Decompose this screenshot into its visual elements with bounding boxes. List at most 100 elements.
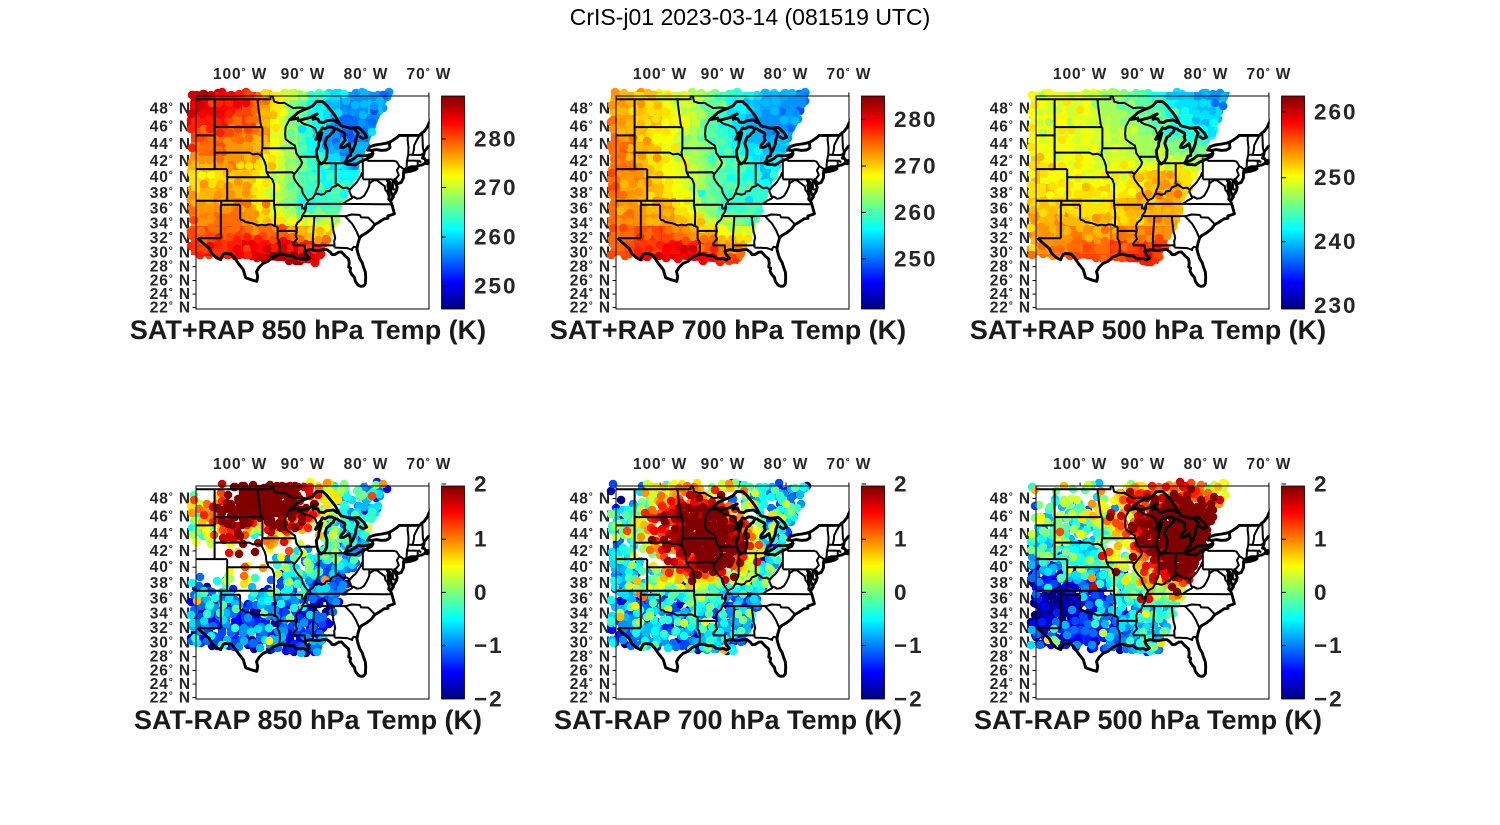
svg-text:36° N: 36° N [990,591,1031,608]
svg-text:40° N: 40° N [570,169,611,186]
svg-text:34° N: 34° N [570,606,611,623]
svg-text:36° N: 36° N [990,201,1031,218]
svg-text:−1: −1 [1314,633,1344,658]
svg-text:240: 240 [1314,229,1358,254]
svg-text:100° W: 100° W [1053,66,1107,83]
svg-text:28° N: 28° N [990,259,1031,276]
svg-text:44° N: 44° N [150,526,191,543]
svg-text:24° N: 24° N [150,286,191,303]
svg-text:36° N: 36° N [150,201,191,218]
svg-text:42° N: 42° N [150,153,191,170]
svg-text:32° N: 32° N [570,620,611,637]
svg-text:48° N: 48° N [570,491,611,508]
svg-text:26° N: 26° N [570,273,611,290]
svg-text:36° N: 36° N [150,591,191,608]
svg-text:28° N: 28° N [150,649,191,666]
svg-text:80° W: 80° W [344,66,389,83]
svg-text:24° N: 24° N [150,676,191,693]
svg-text:−2: −2 [1314,686,1344,711]
svg-text:90° W: 90° W [701,456,746,473]
svg-text:90° W: 90° W [281,66,326,83]
svg-text:38° N: 38° N [990,185,1031,202]
svg-text:26° N: 26° N [990,273,1031,290]
svg-text:70° W: 70° W [1247,66,1292,83]
svg-text:100° W: 100° W [633,456,687,473]
svg-text:250: 250 [474,274,518,299]
svg-text:260: 260 [474,225,518,250]
svg-text:90° W: 90° W [1121,456,1166,473]
svg-text:32° N: 32° N [150,230,191,247]
svg-text:100° W: 100° W [213,66,267,83]
svg-text:90° W: 90° W [1121,66,1166,83]
svg-text:38° N: 38° N [570,185,611,202]
svg-text:38° N: 38° N [990,575,1031,592]
svg-text:30° N: 30° N [150,245,191,262]
svg-text:44° N: 44° N [570,136,611,153]
svg-text:70° W: 70° W [1247,456,1292,473]
svg-text:1: 1 [1314,527,1329,552]
svg-text:44° N: 44° N [570,526,611,543]
svg-text:48° N: 48° N [990,491,1031,508]
svg-text:32° N: 32° N [150,620,191,637]
svg-text:80° W: 80° W [344,456,389,473]
svg-text:46° N: 46° N [150,119,191,136]
svg-text:44° N: 44° N [990,526,1031,543]
svg-text:26° N: 26° N [990,663,1031,680]
svg-text:44° N: 44° N [150,136,191,153]
svg-text:46° N: 46° N [150,509,191,526]
svg-text:90° W: 90° W [281,456,326,473]
svg-text:90° W: 90° W [701,66,746,83]
svg-text:42° N: 42° N [990,543,1031,560]
svg-text:28° N: 28° N [570,259,611,276]
svg-text:24° N: 24° N [990,286,1031,303]
svg-text:34° N: 34° N [150,216,191,233]
svg-text:22° N: 22° N [990,300,1031,317]
svg-text:70° W: 70° W [827,456,872,473]
svg-text:0: 0 [1314,580,1329,605]
svg-text:46° N: 46° N [990,119,1031,136]
svg-text:48° N: 48° N [150,101,191,118]
svg-text:1: 1 [474,527,489,552]
svg-text:32° N: 32° N [990,620,1031,637]
svg-text:40° N: 40° N [990,559,1031,576]
svg-text:280: 280 [894,107,938,132]
svg-text:80° W: 80° W [1184,66,1229,83]
svg-text:34° N: 34° N [990,216,1031,233]
svg-text:32° N: 32° N [990,230,1031,247]
svg-text:28° N: 28° N [990,649,1031,666]
svg-text:SAT+RAP 850 hPa Temp (K): SAT+RAP 850 hPa Temp (K) [130,315,486,345]
svg-text:250: 250 [894,247,938,272]
svg-text:22° N: 22° N [570,300,611,317]
svg-text:34° N: 34° N [570,216,611,233]
svg-text:48° N: 48° N [150,491,191,508]
svg-text:SAT-RAP 850 hPa Temp (K): SAT-RAP 850 hPa Temp (K) [134,705,482,735]
svg-text:260: 260 [1314,99,1358,124]
svg-text:48° N: 48° N [570,101,611,118]
svg-text:22° N: 22° N [150,690,191,707]
svg-text:24° N: 24° N [990,676,1031,693]
svg-text:250: 250 [1314,165,1358,190]
svg-text:80° W: 80° W [764,66,809,83]
svg-text:28° N: 28° N [150,259,191,276]
svg-text:70° W: 70° W [407,456,452,473]
svg-text:30° N: 30° N [150,635,191,652]
svg-text:26° N: 26° N [570,663,611,680]
svg-text:26° N: 26° N [150,663,191,680]
svg-text:32° N: 32° N [570,230,611,247]
svg-text:80° W: 80° W [1184,456,1229,473]
svg-text:46° N: 46° N [990,509,1031,526]
svg-text:SAT-RAP 700 hPa Temp (K): SAT-RAP 700 hPa Temp (K) [554,705,902,735]
svg-text:0: 0 [894,580,909,605]
svg-text:24° N: 24° N [570,286,611,303]
svg-text:22° N: 22° N [570,690,611,707]
svg-text:70° W: 70° W [827,66,872,83]
svg-text:46° N: 46° N [570,119,611,136]
svg-text:40° N: 40° N [150,559,191,576]
svg-text:24° N: 24° N [570,676,611,693]
svg-text:42° N: 42° N [570,153,611,170]
svg-text:100° W: 100° W [213,456,267,473]
svg-text:2: 2 [1314,472,1329,497]
svg-text:22° N: 22° N [150,300,191,317]
svg-text:38° N: 38° N [150,575,191,592]
svg-text:SAT+RAP 700 hPa Temp (K): SAT+RAP 700 hPa Temp (K) [550,315,906,345]
